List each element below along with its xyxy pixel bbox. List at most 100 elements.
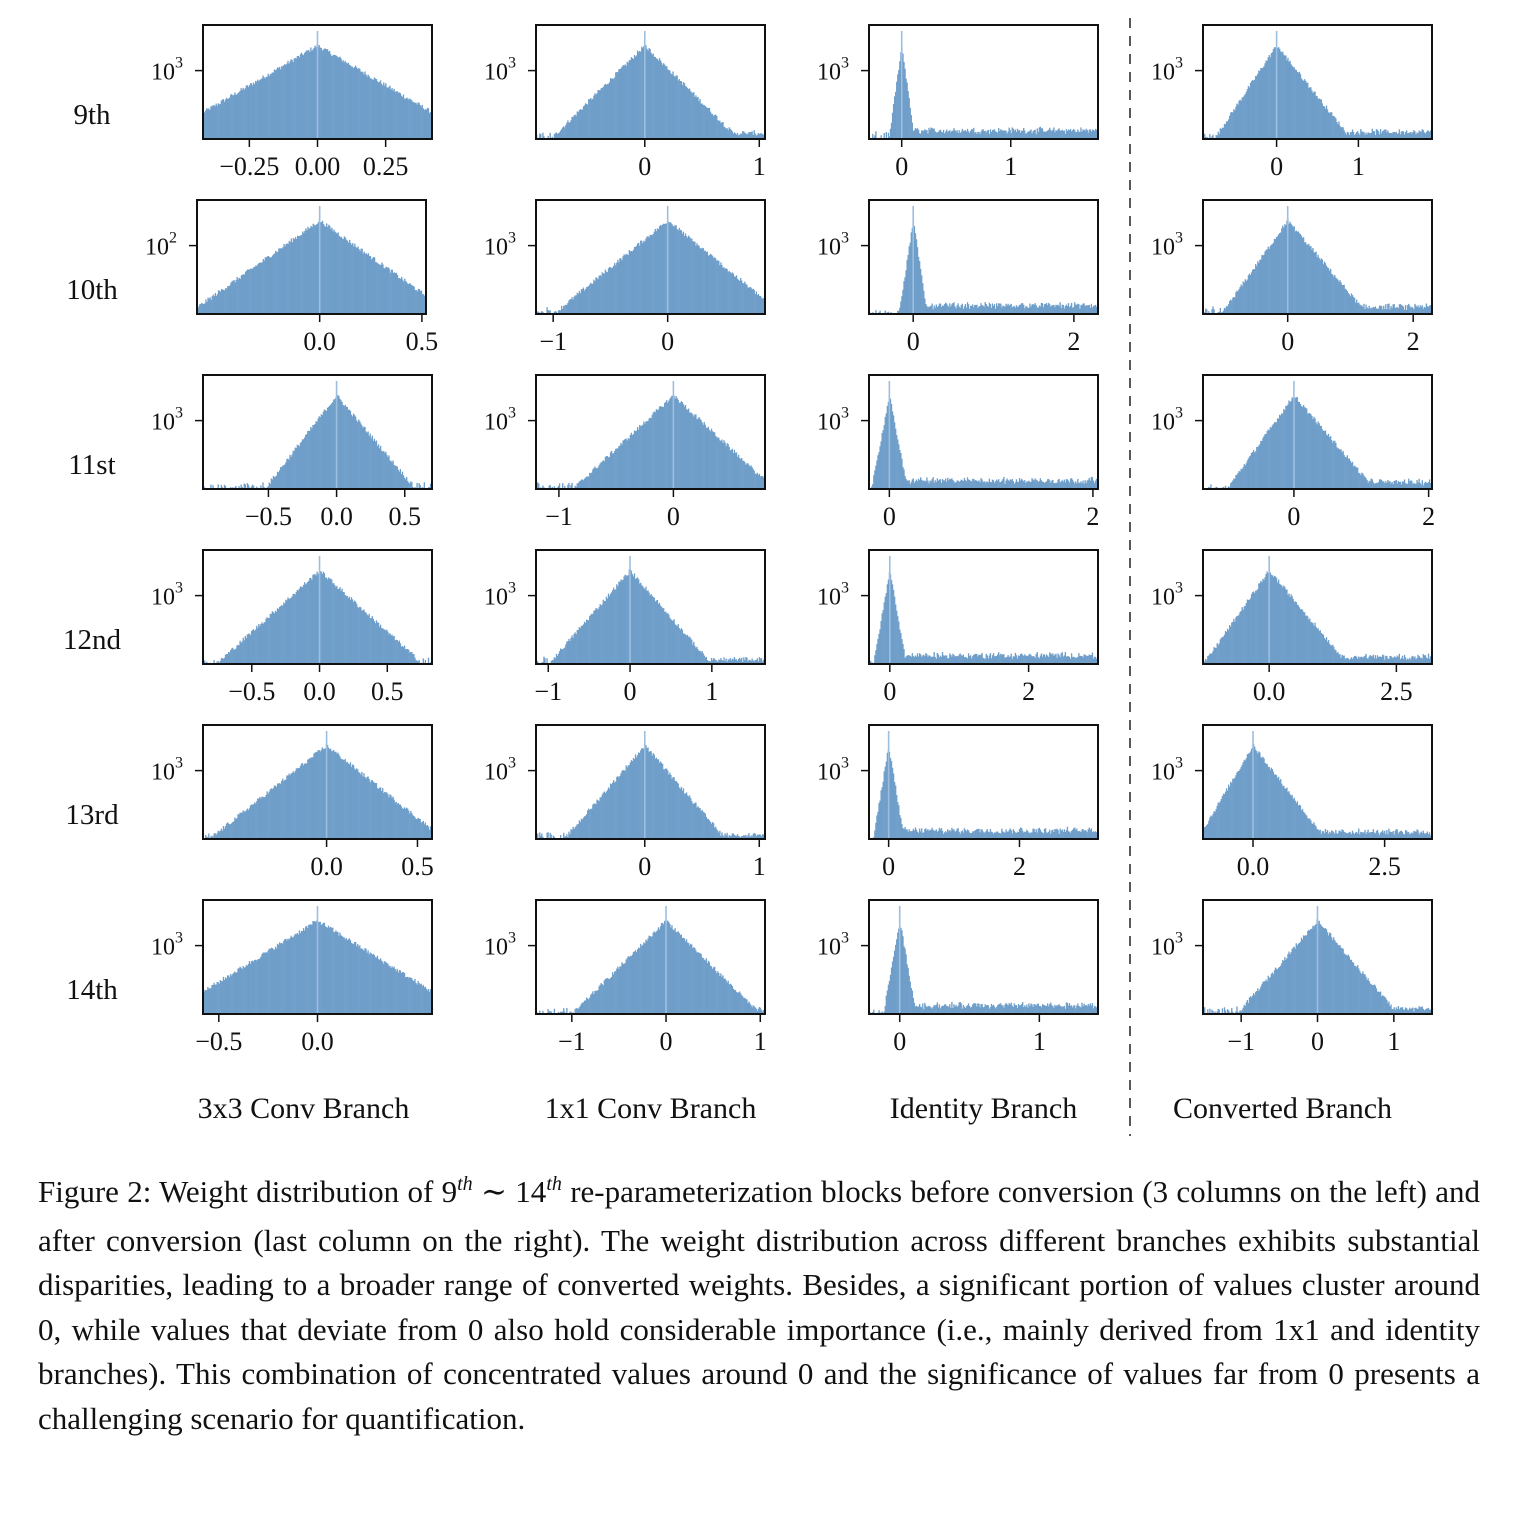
histogram-bar <box>1025 133 1027 139</box>
histogram-bar <box>1029 303 1031 314</box>
histogram-bar <box>954 482 956 489</box>
histogram-bar <box>1090 655 1093 664</box>
histogram-bar <box>276 943 279 1014</box>
histogram-bar <box>306 583 308 664</box>
histogram-bar <box>676 782 678 839</box>
histogram-bar <box>256 266 258 314</box>
histogram-bar <box>1003 654 1005 664</box>
x-tick-label: −1 <box>545 502 573 531</box>
histogram-bar <box>264 257 266 314</box>
histogram-bar <box>918 480 921 489</box>
histogram-bar <box>370 953 372 1014</box>
histogram-bar <box>392 636 394 664</box>
histogram-bar <box>305 584 307 664</box>
histogram-bar <box>321 220 324 314</box>
histogram-bar <box>543 136 545 139</box>
histogram-bar <box>1331 273 1333 314</box>
histogram-bar <box>604 456 607 489</box>
histogram-bar <box>271 789 274 839</box>
histogram-bar <box>272 612 275 664</box>
histogram-bar <box>249 269 251 314</box>
histogram-bar <box>876 644 878 664</box>
histogram-bar <box>626 576 628 664</box>
histogram-bar <box>352 68 355 139</box>
histogram-bar <box>689 795 691 839</box>
histogram-bar <box>680 401 683 489</box>
histogram-bar <box>578 1007 581 1014</box>
histogram-bar <box>366 76 368 139</box>
histogram-bar <box>1286 589 1288 664</box>
histogram-bar <box>651 755 653 839</box>
histogram-bar <box>593 803 595 839</box>
histogram-bar <box>311 428 313 489</box>
histogram-bar <box>295 238 298 314</box>
histogram-bar <box>878 1010 880 1014</box>
histogram-bar <box>930 657 932 664</box>
histogram-bar <box>1039 126 1042 139</box>
histogram-bar <box>257 79 259 139</box>
histogram-bar <box>1071 829 1074 839</box>
histogram-bar <box>593 468 595 489</box>
histogram-bar <box>892 956 895 1014</box>
histogram-bar <box>348 938 351 1014</box>
histogram-bar <box>636 243 639 314</box>
histogram-bar <box>346 761 348 839</box>
histogram-bar <box>916 128 919 139</box>
histogram-bar <box>742 836 744 839</box>
histogram-bar <box>899 61 901 139</box>
histogram-bar <box>1076 483 1078 489</box>
histogram-bar <box>660 923 663 1014</box>
histogram-bar <box>239 278 242 314</box>
histogram-bar <box>341 588 343 664</box>
histogram-bar <box>1240 284 1242 314</box>
histogram-bar <box>369 618 371 664</box>
histogram-bar <box>1092 129 1095 139</box>
histogram-bar <box>1063 130 1065 139</box>
histogram-bar <box>589 472 591 489</box>
histogram-bar <box>906 480 908 489</box>
histogram-bar <box>257 959 259 1014</box>
panel-frame <box>1202 374 1433 490</box>
histogram-bar <box>248 961 251 1014</box>
histogram-bar <box>1087 479 1089 489</box>
histogram-bar <box>1388 481 1390 489</box>
histogram-bar <box>675 625 677 664</box>
histogram-bar <box>673 226 675 314</box>
histogram-bar <box>1427 653 1430 664</box>
histogram-bar <box>611 590 614 664</box>
histogram-bar <box>715 660 717 664</box>
histogram-bar <box>389 85 391 139</box>
histogram-bar <box>878 633 880 664</box>
histogram-bar <box>585 287 588 314</box>
histogram-bar <box>1401 131 1404 139</box>
histogram-bar <box>549 485 551 489</box>
histogram-bar <box>1368 832 1370 839</box>
histogram-bar <box>698 807 700 839</box>
histogram-bar <box>956 305 958 314</box>
histogram-bar <box>886 990 889 1014</box>
histogram-bar <box>938 479 941 489</box>
histogram-bar <box>670 222 672 314</box>
histogram-bar <box>399 278 402 314</box>
histogram-bar <box>1314 418 1316 489</box>
histogram-bar <box>907 480 909 489</box>
histogram-bar <box>947 658 949 664</box>
histogram-bar <box>731 131 734 139</box>
histogram-bar <box>749 287 751 314</box>
histogram-bar <box>704 813 706 839</box>
histogram-bar <box>943 304 946 314</box>
histogram-bar <box>748 131 750 139</box>
histogram-bar <box>606 978 609 1014</box>
histogram-bar <box>1286 787 1288 839</box>
histogram-bars <box>869 571 1099 664</box>
histogram-bar <box>1309 818 1311 839</box>
histogram-bar <box>1226 306 1229 314</box>
histogram-bar <box>1062 130 1064 139</box>
histogram-bar <box>1345 457 1347 489</box>
histogram-bar <box>214 984 216 1014</box>
histogram-bar <box>379 80 382 139</box>
histogram-bar <box>1056 657 1058 664</box>
histogram-bar <box>302 584 305 664</box>
histogram-bar <box>718 832 720 839</box>
histogram-bar <box>199 304 201 314</box>
